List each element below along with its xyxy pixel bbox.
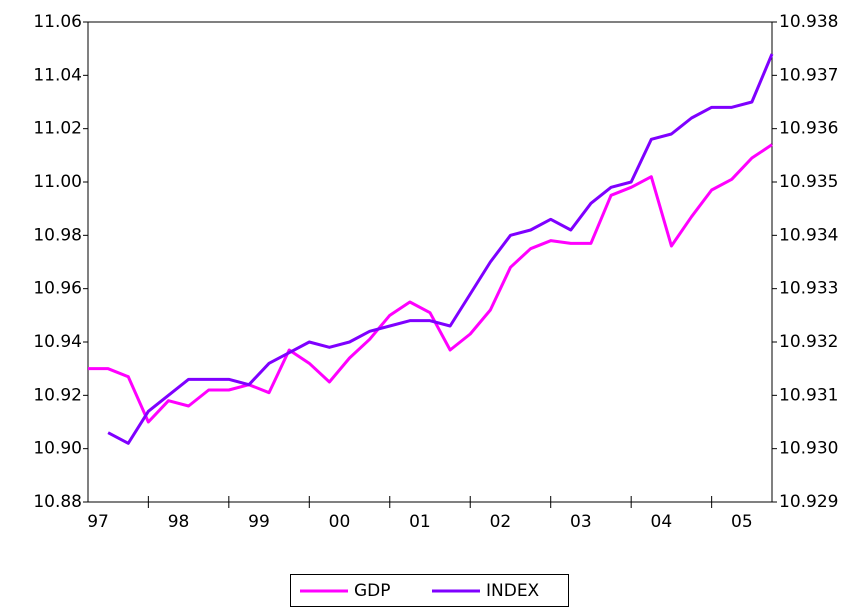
y2-tick-label: 10.938	[779, 12, 838, 32]
x-tick-label: 05	[731, 512, 753, 532]
x-tick-label: 97	[87, 512, 109, 532]
x-tick-label: 04	[651, 512, 673, 532]
y-tick-label: 11.02	[33, 119, 82, 139]
x-tick-label: 98	[168, 512, 190, 532]
y-tick-label: 10.96	[33, 279, 82, 299]
y2-tick-label: 10.930	[779, 439, 838, 459]
y2-tick-label: 10.934	[779, 225, 838, 245]
y-tick-label: 10.88	[33, 492, 82, 512]
y-tick-label: 11.00	[33, 172, 82, 192]
x-tick-label: 01	[409, 512, 431, 532]
y-tick-label: 11.04	[33, 65, 82, 85]
y-tick-label: 11.06	[33, 12, 82, 32]
series-line	[88, 143, 773, 424]
y2-tick-label: 10.929	[779, 492, 838, 512]
x-tick-label: 02	[490, 512, 512, 532]
y-tick-label: 10.92	[33, 385, 82, 405]
plot-frame	[87, 21, 773, 503]
legend-box	[290, 574, 569, 607]
y2-tick-label: 10.933	[779, 279, 838, 299]
x-tick-label: 03	[570, 512, 592, 532]
legend-label: INDEX	[486, 581, 540, 601]
y-tick-label: 10.94	[33, 332, 82, 352]
y-tick-label: 10.98	[33, 225, 82, 245]
y2-tick-label: 10.937	[779, 65, 838, 85]
x-tick-label: 00	[329, 512, 351, 532]
x-tick-label: 99	[248, 512, 270, 532]
y2-tick-label: 10.932	[779, 332, 838, 352]
y2-tick-label: 10.935	[779, 172, 838, 192]
legend-label: GDP	[354, 581, 391, 601]
y2-tick-label: 10.931	[779, 385, 838, 405]
y2-tick-label: 10.936	[779, 119, 838, 139]
y-tick-label: 10.90	[33, 439, 82, 459]
series-line	[107, 53, 774, 445]
